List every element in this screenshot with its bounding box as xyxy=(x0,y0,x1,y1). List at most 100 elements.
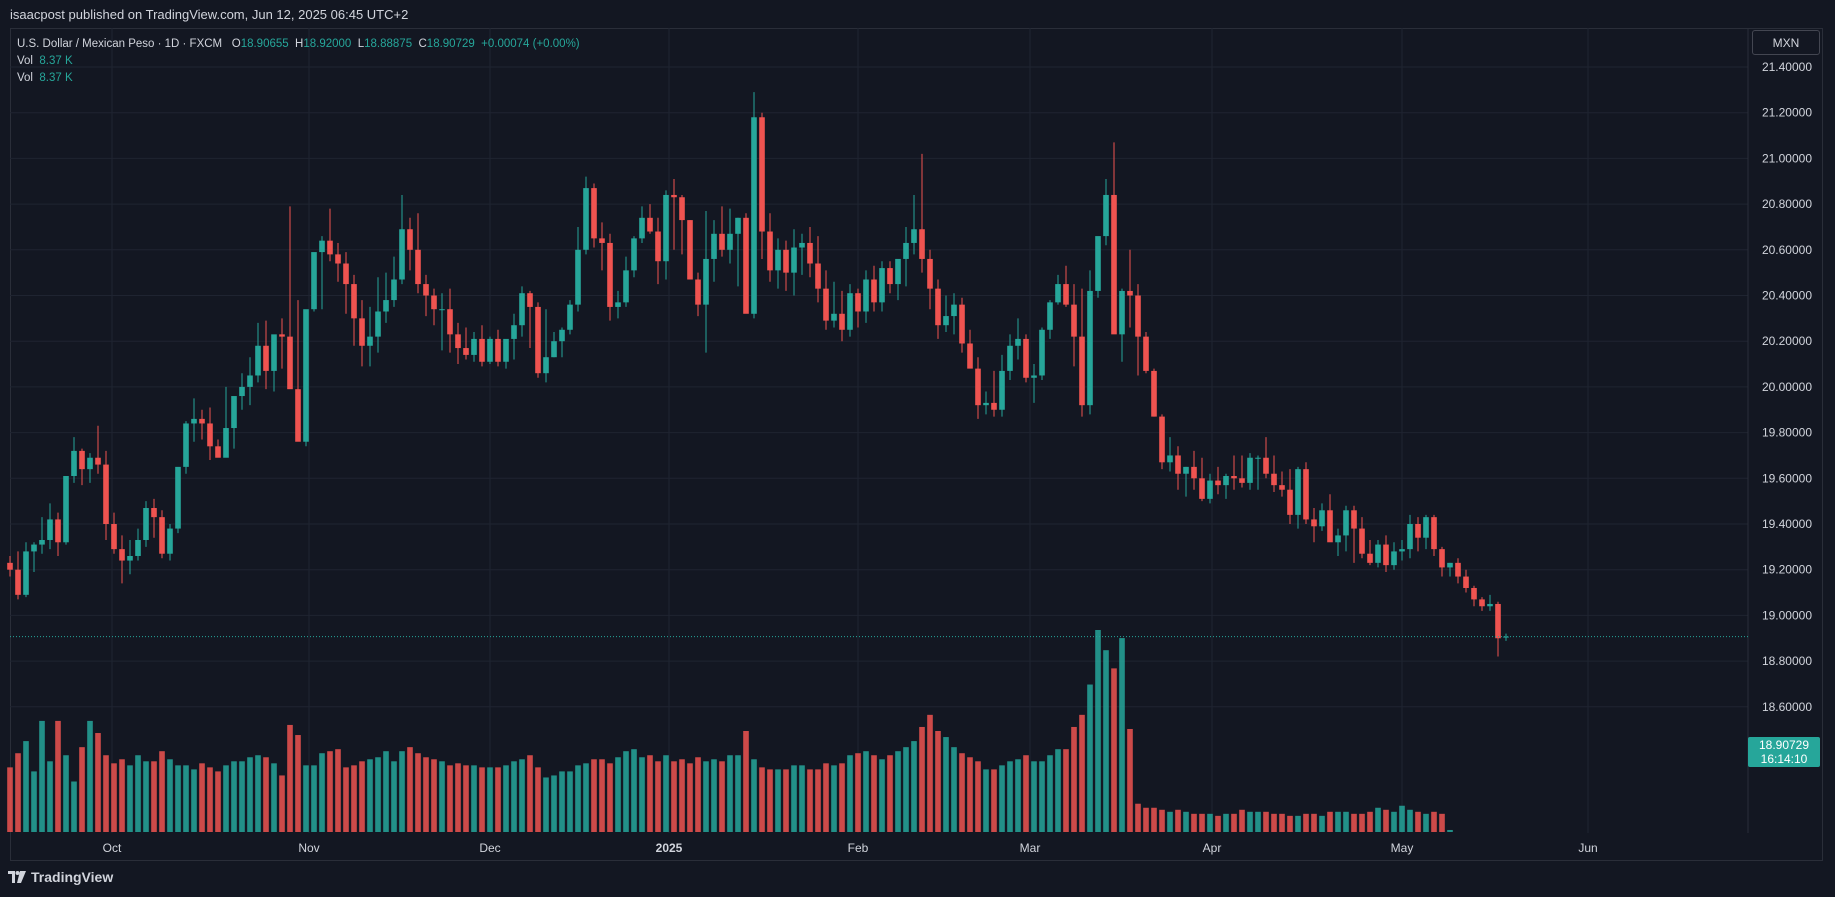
y-tick-label: 18.60000 xyxy=(1762,700,1812,714)
y-tick-label: 21.40000 xyxy=(1762,60,1812,74)
candle-body xyxy=(375,311,381,337)
candle-body xyxy=(191,418,197,424)
candle-body xyxy=(975,368,981,406)
volume-legend-row: Vol 8.37 K xyxy=(17,53,580,70)
candle-body xyxy=(1215,480,1221,486)
candle-body xyxy=(1343,510,1349,536)
volume-bar xyxy=(279,775,285,832)
volume-bar xyxy=(1095,630,1101,832)
candle xyxy=(1391,542,1397,570)
volume-bar xyxy=(1167,811,1173,832)
candle xyxy=(455,322,461,365)
candle-body xyxy=(463,348,469,355)
volume-bar xyxy=(495,767,501,832)
candle-body xyxy=(559,329,565,342)
candle xyxy=(95,425,101,474)
candle xyxy=(799,233,805,275)
volume-bar xyxy=(879,759,885,832)
candle xyxy=(23,542,29,598)
volume-bar xyxy=(551,775,557,832)
candle xyxy=(815,236,821,303)
volume-bar xyxy=(335,749,341,832)
candle-body xyxy=(407,229,413,250)
y-tick-label: 19.20000 xyxy=(1762,563,1812,577)
candle-body xyxy=(1031,375,1037,378)
candle-body xyxy=(991,402,997,410)
candle-body xyxy=(1471,587,1477,600)
candle-body xyxy=(127,555,133,561)
candle-body xyxy=(423,284,429,296)
volume-bar xyxy=(1063,749,1069,832)
candle-body xyxy=(1135,295,1141,337)
candle xyxy=(607,233,613,321)
volume-bar xyxy=(535,767,541,832)
x-tick-label: Nov xyxy=(298,841,319,855)
candle-body xyxy=(711,233,717,259)
candle xyxy=(1175,446,1181,490)
volume-bar xyxy=(183,765,189,832)
volume-bar xyxy=(1383,809,1389,832)
volume-bar xyxy=(343,767,349,832)
volume-bar xyxy=(463,765,469,832)
candle-body xyxy=(623,270,629,303)
volume-bar xyxy=(47,761,53,832)
candle xyxy=(511,313,517,360)
candle xyxy=(327,208,333,262)
candle-body xyxy=(47,519,53,540)
currency-selector-button[interactable]: MXN xyxy=(1752,30,1820,55)
candle xyxy=(1143,332,1149,374)
volume-bar xyxy=(1415,811,1421,832)
volume-bar xyxy=(375,757,381,832)
candle xyxy=(663,190,669,280)
y-tick-label: 20.80000 xyxy=(1762,197,1812,211)
candle-body xyxy=(759,117,765,232)
candle-body xyxy=(647,217,653,232)
volume-bar xyxy=(1311,813,1317,832)
candle-body xyxy=(1351,510,1357,529)
volume-bar xyxy=(1303,813,1309,832)
candle-body xyxy=(1223,476,1229,486)
candle xyxy=(991,370,997,417)
candle-body xyxy=(295,389,301,442)
candle-body xyxy=(439,309,445,311)
candle-body xyxy=(1175,455,1181,474)
candle xyxy=(943,295,949,333)
candle xyxy=(87,453,93,483)
candle xyxy=(175,466,181,534)
volume-bar xyxy=(775,769,781,832)
volume-bar xyxy=(87,720,93,832)
candle xyxy=(695,272,701,317)
candle-body xyxy=(287,336,293,390)
volume-bar xyxy=(215,771,221,832)
volume-bar xyxy=(527,755,533,832)
volume-bar xyxy=(1423,813,1429,832)
low-value: 18.88875 xyxy=(364,38,413,50)
candle xyxy=(959,297,965,353)
candle-body xyxy=(15,569,21,595)
candle-body xyxy=(151,508,157,518)
candle-body xyxy=(399,229,405,280)
candle xyxy=(1439,546,1445,577)
volume-bar xyxy=(455,763,461,832)
candle-body xyxy=(783,249,789,273)
candle-body xyxy=(1359,528,1365,554)
volume-bar xyxy=(1135,803,1141,832)
volume-bar xyxy=(1199,813,1205,832)
volume-bar xyxy=(1327,811,1333,832)
volume-bar xyxy=(207,767,213,832)
candle-body xyxy=(663,194,669,262)
volume-bar xyxy=(1255,811,1261,832)
candle xyxy=(31,542,37,572)
candle xyxy=(375,277,381,353)
candle xyxy=(879,261,885,312)
candle xyxy=(199,409,205,440)
candle-body xyxy=(31,544,37,552)
tradingview-footer[interactable]: TradingView xyxy=(8,869,113,885)
candle xyxy=(527,290,533,349)
volume-bar xyxy=(671,761,677,832)
candle-body xyxy=(143,508,149,540)
candle-body xyxy=(1487,603,1493,607)
volume-bar xyxy=(303,765,309,832)
candle-body xyxy=(639,217,645,239)
